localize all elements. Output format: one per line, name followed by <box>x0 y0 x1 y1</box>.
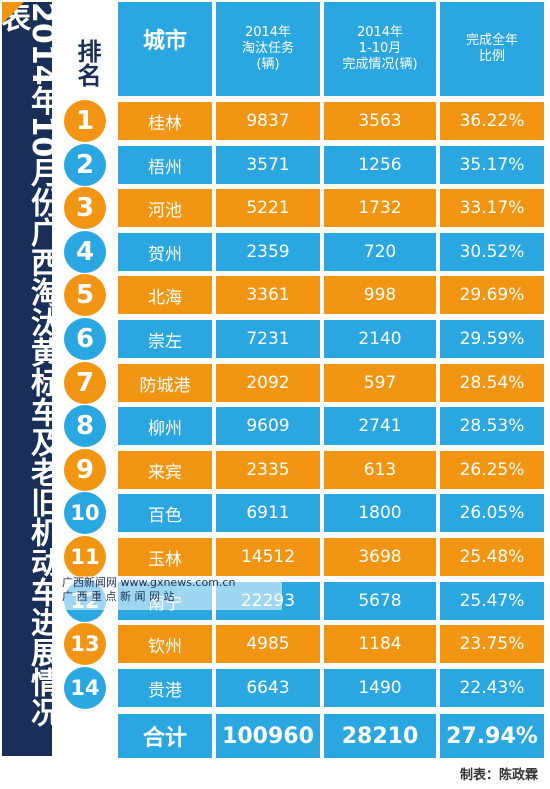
done-cell: 1490 <box>324 669 436 707</box>
task-cell: 3361 <box>216 276 320 314</box>
ratio-cell: 26.05% <box>440 494 544 532</box>
rank-badge: 6 <box>64 318 106 360</box>
ratio-cell: 30.52% <box>440 233 544 271</box>
title-panel: 2014年10月份广西淘汰黄标车及老旧机动车进展情况表 <box>0 2 60 756</box>
ratio-header: 完成全年 比例 <box>440 2 544 96</box>
task-cell: 3571 <box>216 146 320 184</box>
done-cell: 1184 <box>324 625 436 663</box>
rank-badge: 11 <box>64 536 106 578</box>
city-cell: 贵港 <box>118 669 212 707</box>
city-cell: 贺州 <box>118 233 212 271</box>
total-ratio: 27.94% <box>440 714 544 758</box>
ratio-cell: 28.53% <box>440 407 544 445</box>
task-cell: 2359 <box>216 233 320 271</box>
corner-accent <box>2 2 24 24</box>
ratio-cell: 25.47% <box>440 582 544 620</box>
city-cell: 桂林 <box>118 102 212 140</box>
city-cell: 防城港 <box>118 364 212 402</box>
done-cell: 998 <box>324 276 436 314</box>
task-cell: 2335 <box>216 451 320 489</box>
city-cell: 河池 <box>118 189 212 227</box>
task-cell: 9609 <box>216 407 320 445</box>
task-cell: 4985 <box>216 625 320 663</box>
task-cell: 6911 <box>216 494 320 532</box>
ratio-cell: 26.25% <box>440 451 544 489</box>
done-cell: 3563 <box>324 102 436 140</box>
task-header: 2014年 淘汰任务 (辆) <box>216 2 320 96</box>
ratio-cell: 36.22% <box>440 102 544 140</box>
rank-header: 排名 <box>60 30 114 96</box>
done-cell: 2741 <box>324 407 436 445</box>
watermark-line2: 广 西 重 点 新 闻 网 站 <box>62 590 175 603</box>
city-cell: 钦州 <box>118 625 212 663</box>
ratio-cell: 33.17% <box>440 189 544 227</box>
city-cell: 崇左 <box>118 320 212 358</box>
done-cell: 1256 <box>324 146 436 184</box>
city-cell: 柳州 <box>118 407 212 445</box>
task-cell: 14512 <box>216 538 320 576</box>
ratio-cell: 29.69% <box>440 276 544 314</box>
done-cell: 720 <box>324 233 436 271</box>
rank-badge: 1 <box>64 100 106 142</box>
ratio-cell: 23.75% <box>440 625 544 663</box>
table-title: 2014年10月份广西淘汰黄标车及老旧机动车进展情况表 <box>0 2 60 728</box>
task-cell: 5221 <box>216 189 320 227</box>
total-label: 合计 <box>118 714 212 758</box>
ratio-cell: 22.43% <box>440 669 544 707</box>
rank-badge: 13 <box>64 623 106 665</box>
done-cell: 1732 <box>324 189 436 227</box>
done-cell: 1800 <box>324 494 436 532</box>
rank-badge: 14 <box>64 667 106 709</box>
rank-badge: 9 <box>64 449 106 491</box>
rank-badge: 5 <box>64 274 106 316</box>
rank-badge: 3 <box>64 187 106 229</box>
total-task: 100960 <box>216 714 320 758</box>
rank-badge: 7 <box>64 362 106 404</box>
city-cell: 北海 <box>118 276 212 314</box>
city-header: 城市 <box>118 2 212 96</box>
done-header: 2014年 1-10月 完成情况(辆) <box>324 2 436 96</box>
done-cell: 613 <box>324 451 436 489</box>
rank-badge: 2 <box>64 144 106 186</box>
city-cell: 玉林 <box>118 538 212 576</box>
done-cell: 5678 <box>324 582 436 620</box>
task-cell: 6643 <box>216 669 320 707</box>
total-done: 28210 <box>324 714 436 758</box>
city-cell: 百色 <box>118 494 212 532</box>
ratio-cell: 25.48% <box>440 538 544 576</box>
task-cell: 9837 <box>216 102 320 140</box>
done-cell: 3698 <box>324 538 436 576</box>
task-cell: 2092 <box>216 364 320 402</box>
rank-badge: 10 <box>64 492 106 534</box>
done-cell: 597 <box>324 364 436 402</box>
done-cell: 2140 <box>324 320 436 358</box>
ratio-cell: 35.17% <box>440 146 544 184</box>
credit: 制表：陈政霖 <box>459 768 538 783</box>
task-cell: 7231 <box>216 320 320 358</box>
city-cell: 来宾 <box>118 451 212 489</box>
watermark: 广西新闻网 www.gxnews.com.cn 广 西 重 点 新 闻 网 站 <box>62 576 282 610</box>
rank-header-text: 排名 <box>73 39 101 87</box>
rank-badge: 4 <box>64 231 106 273</box>
watermark-line1: 广西新闻网 www.gxnews.com.cn <box>62 576 236 589</box>
ratio-cell: 28.54% <box>440 364 544 402</box>
city-cell: 梧州 <box>118 146 212 184</box>
rank-badge: 8 <box>64 405 106 447</box>
ratio-cell: 29.59% <box>440 320 544 358</box>
